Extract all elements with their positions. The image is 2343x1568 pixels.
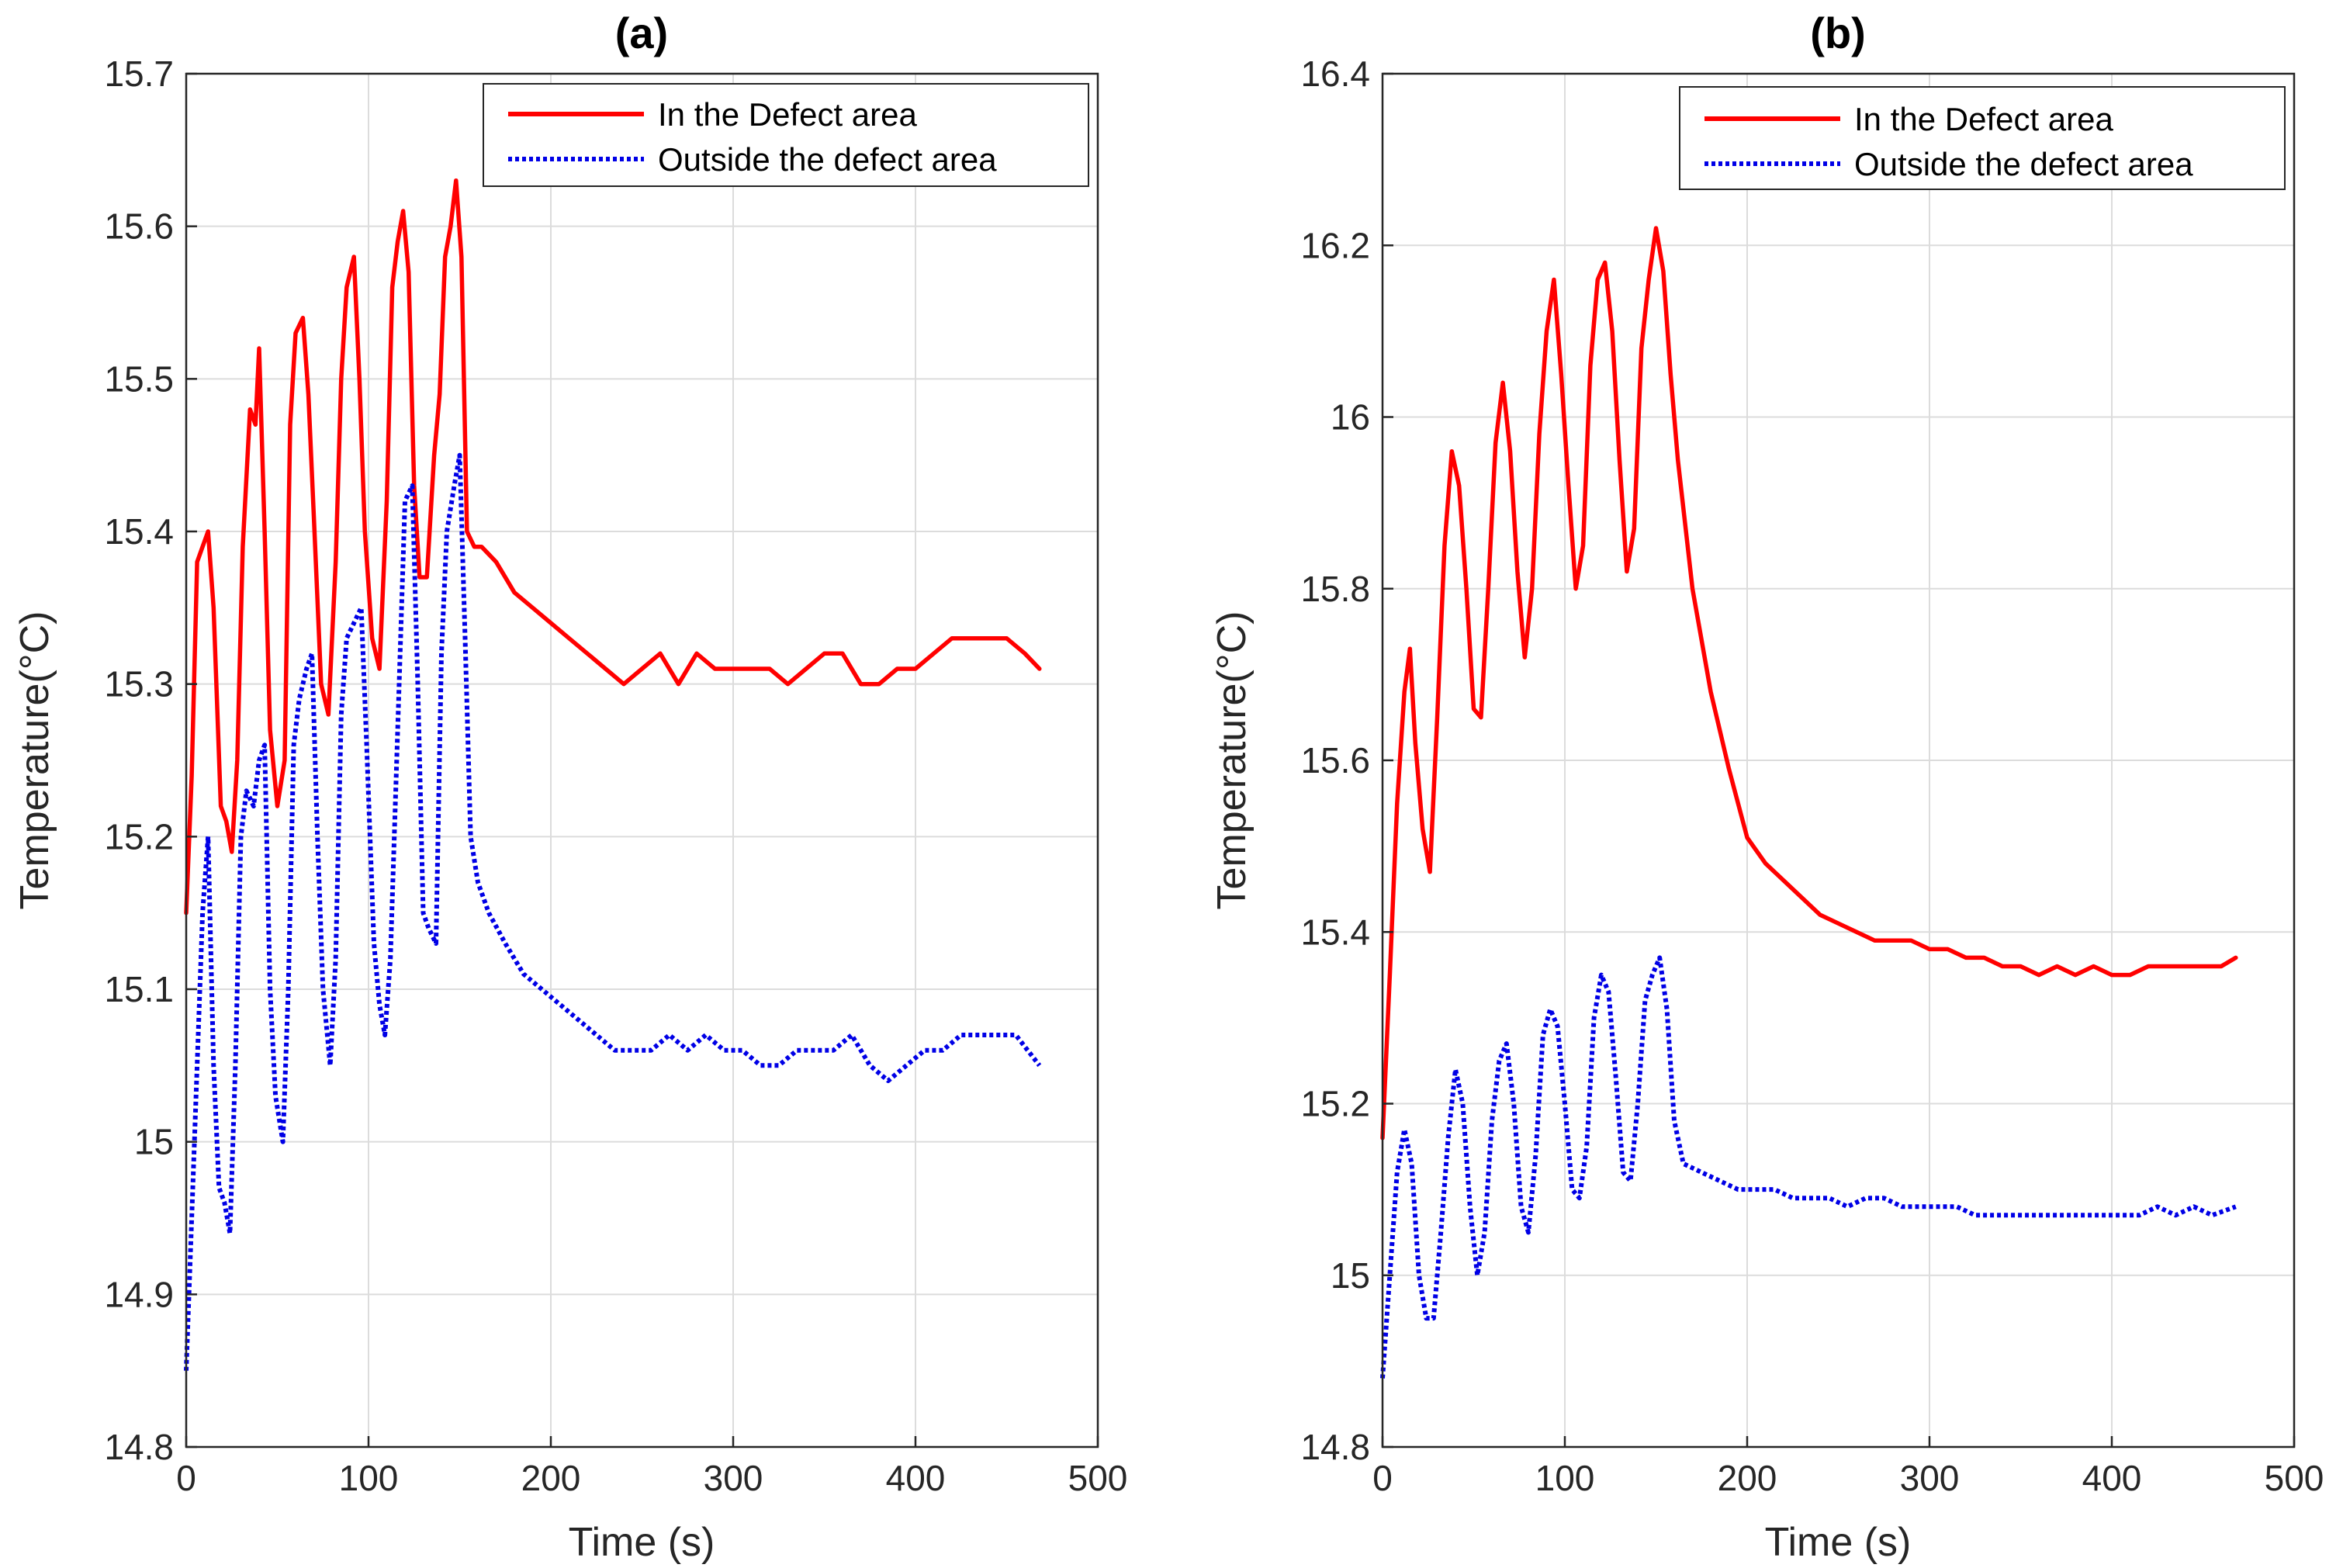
panel-b-title: (b) — [1810, 9, 1866, 57]
panel-a-x-tick-label: 200 — [521, 1458, 581, 1498]
panel-a-x-tick-label: 0 — [176, 1458, 196, 1498]
panel-a-x-tick-label: 500 — [1068, 1458, 1128, 1498]
panel-b-y-tick-label: 15.2 — [1300, 1084, 1370, 1124]
panel-b-y-ticks: 14.8 15 15.2 15.4 15.6 15.8 16 16.2 16.4 — [1300, 54, 1393, 1467]
panel-a-x-tick-label: 400 — [886, 1458, 946, 1498]
panel-b-legend-label-defect: In the Defect area — [1854, 101, 2114, 137]
panel-a-y-tick-label: 15.6 — [104, 206, 174, 247]
panel-a-x-axis-label: Time (s) — [569, 1520, 715, 1565]
panel-a-y-tick-label: 14.8 — [104, 1427, 174, 1467]
panel-a-series-layer — [184, 178, 1042, 1371]
panel-b-y-tick-label: 15.4 — [1300, 912, 1370, 952]
panel-b-x-tick-label: 200 — [1718, 1458, 1777, 1498]
panel-b-x-tick-label: 0 — [1372, 1458, 1393, 1498]
panel-b-series-outside-area-line — [1380, 955, 2237, 1379]
panel-a-y-tick-label: 15.1 — [104, 969, 174, 1009]
panel-b-x-tick-label: 400 — [2082, 1458, 2142, 1498]
panel-a-legend: In the Defect area Outside the defect ar… — [483, 83, 1089, 187]
panel-b-series-layer — [1380, 226, 2238, 1379]
panel-b-x-axis-label: Time (s) — [1765, 1520, 1912, 1565]
panel-a-y-tick-label: 15.7 — [104, 54, 174, 94]
panel-a-legend-label-defect: In the Defect area — [658, 96, 918, 133]
panel-a-y-ticks: 14.8 14.9 15 15.1 15.2 15.3 15.4 15.5 15.6 15.7 — [104, 54, 197, 1467]
panel-a-y-tick-label: 15.4 — [104, 511, 174, 552]
panel-b-legend-box — [1679, 86, 2286, 190]
panel-a-x-ticks: 0 100 200 300 400 500 — [176, 1436, 1127, 1498]
panel-b-x-ticks: 0 100 200 300 400 500 — [1372, 1436, 2324, 1498]
panel-a-y-tick-label: 15.5 — [104, 358, 174, 399]
panel-b-y-tick-label: 16.4 — [1300, 54, 1370, 94]
panel-b: 0 100 200 300 400 500 14.81515.215.415.615.81… — [1210, 9, 2324, 1565]
panel-b-legend-label-outside: Outside the defect area — [1854, 146, 2193, 182]
panel-b-y-tick-label: 15 — [1331, 1255, 1370, 1296]
panel-a-y-tick-label: 15.2 — [104, 816, 174, 857]
panel-b-legend: In the Defect area Outside the defect ar… — [1679, 86, 2286, 190]
panel-b-y-axis-label: Temperature(°C) — [1210, 611, 1255, 910]
panel-a-plot-area — [186, 74, 1098, 1447]
panel-a: 0 100 200 300 400 500 14.814.91515.115.215.31… — [12, 9, 1127, 1565]
panel-a-y-tick-label: 15.3 — [104, 664, 174, 704]
panel-a-series-defect-area-line — [184, 178, 1042, 916]
panel-b-y-tick-label: 15.8 — [1300, 569, 1370, 609]
panel-a-title: (a) — [615, 9, 668, 57]
panel-a-y-tick-label: 15 — [134, 1122, 174, 1162]
panel-b-y-tick-label: 16.2 — [1300, 225, 1370, 265]
panel-a-axes-box — [185, 72, 1099, 1449]
panel-a-x-tick-label: 300 — [704, 1458, 763, 1498]
panel-b-y-tick-label: 16 — [1331, 397, 1370, 438]
panel-a-legend-label-outside: Outside the defect area — [658, 141, 997, 178]
panel-a-legend-box — [483, 83, 1089, 187]
panel-b-x-tick-label: 500 — [2265, 1458, 2324, 1498]
panel-b-y-tick-label: 15.6 — [1300, 740, 1370, 781]
panel-a-x-tick-label: 100 — [339, 1458, 399, 1498]
panel-b-x-tick-label: 100 — [1535, 1458, 1595, 1498]
panel-a-y-axis-label: Temperature(°C) — [12, 611, 57, 910]
panel-b-x-tick-label: 300 — [1900, 1458, 1960, 1498]
panel-b-y-tick-label: 14.8 — [1300, 1427, 1370, 1467]
panel-a-series-outside-area-line — [184, 452, 1042, 1371]
panel-a-y-tick-label: 14.9 — [104, 1274, 174, 1314]
panel-b-series-defect-area-line — [1380, 226, 2238, 1141]
